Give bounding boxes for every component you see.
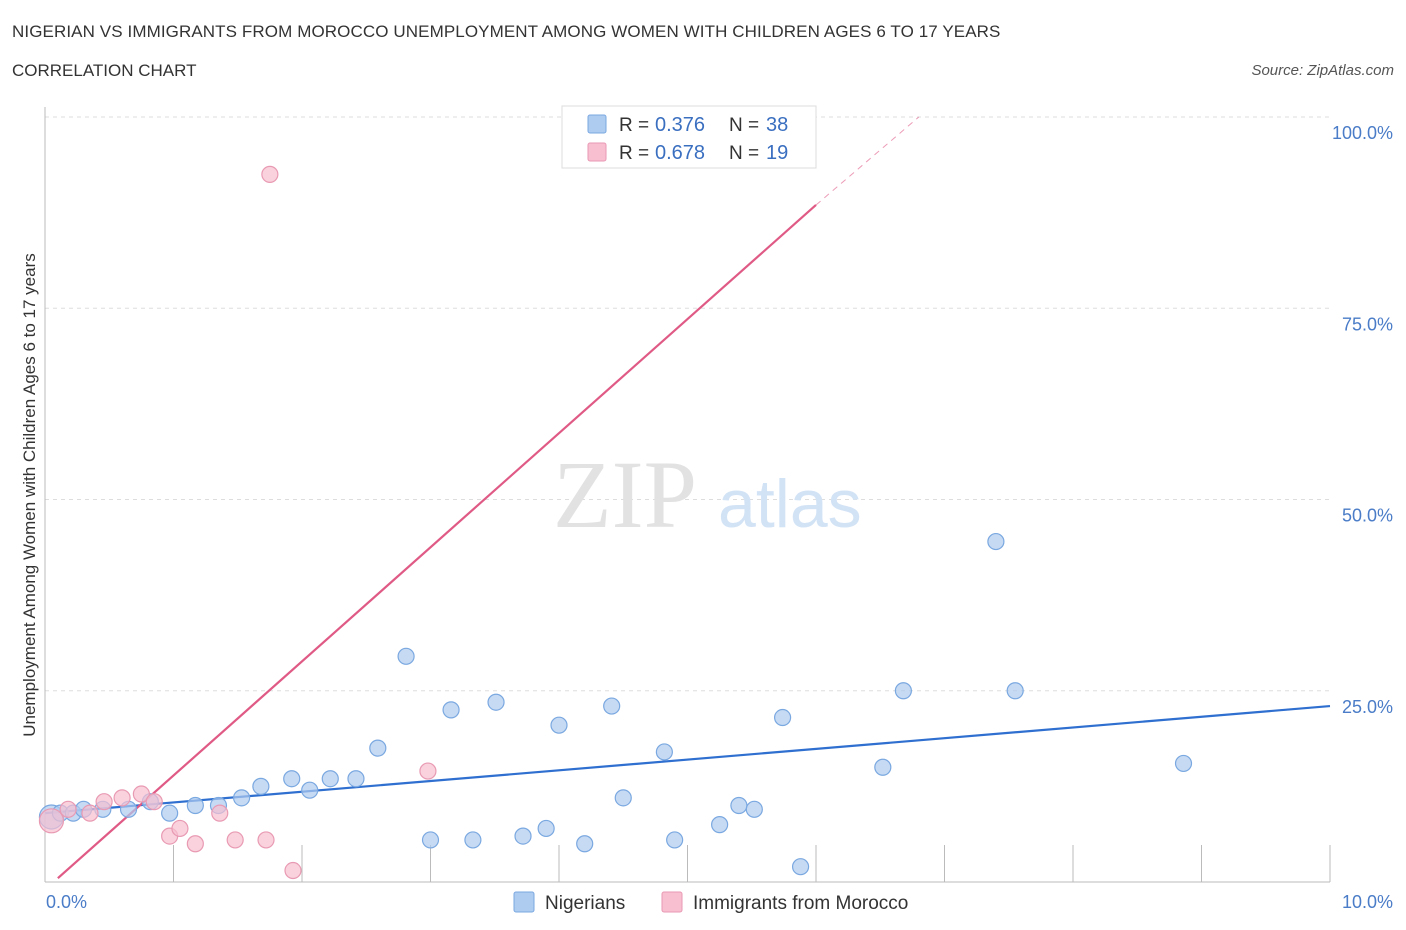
data-point bbox=[301, 781, 319, 799]
y-tick-label: 25.0% bbox=[1342, 697, 1393, 717]
data-point bbox=[252, 777, 270, 795]
data-point bbox=[773, 708, 792, 727]
data-point bbox=[576, 835, 594, 853]
data-point bbox=[487, 693, 505, 711]
legend-r-label: R = bbox=[619, 115, 649, 136]
data-point bbox=[1006, 682, 1024, 700]
data-point bbox=[614, 789, 632, 807]
x-tick-label: 10.0% bbox=[1342, 892, 1393, 912]
data-point bbox=[874, 758, 892, 776]
data-point bbox=[442, 701, 460, 719]
y-tick-label: 100.0% bbox=[1332, 123, 1393, 143]
trend-lines bbox=[44, 116, 1331, 879]
chart-title: NIGERIAN VS IMMIGRANTS FROM MOROCCO UNEM… bbox=[12, 22, 1001, 41]
data-points bbox=[38, 108, 1193, 880]
legend-n-value: 38 bbox=[766, 114, 788, 136]
data-point bbox=[514, 827, 532, 845]
trend-line bbox=[44, 704, 1331, 815]
grid-lines bbox=[45, 116, 1330, 692]
data-point bbox=[186, 796, 204, 815]
series-legend-swatch bbox=[661, 891, 683, 913]
data-point bbox=[95, 793, 113, 811]
data-point bbox=[550, 716, 568, 734]
data-point bbox=[894, 682, 912, 700]
data-point bbox=[211, 804, 229, 822]
legend-r-value: 0.678 bbox=[655, 142, 705, 164]
data-point bbox=[161, 804, 179, 822]
data-point bbox=[987, 532, 1005, 551]
data-point bbox=[321, 770, 339, 788]
watermark-zip: ZIP bbox=[553, 441, 697, 548]
series-legend-swatch bbox=[513, 891, 535, 913]
legend-n-value: 19 bbox=[766, 142, 788, 164]
data-point bbox=[791, 858, 810, 876]
data-point bbox=[145, 793, 163, 811]
legend-n-label: N = bbox=[729, 143, 759, 164]
x-tick-label: 0.0% bbox=[46, 892, 87, 912]
data-point bbox=[397, 647, 415, 665]
chart-subtitle: CORRELATION CHART bbox=[12, 61, 197, 80]
legend-swatch bbox=[587, 142, 607, 162]
data-point bbox=[1174, 754, 1193, 773]
axes bbox=[44, 107, 1331, 883]
series-legend-label: Immigrants from Morocco bbox=[693, 893, 908, 914]
legend-r-label: R = bbox=[619, 143, 649, 164]
data-point bbox=[257, 831, 275, 849]
y-tick-label: 75.0% bbox=[1342, 314, 1393, 334]
data-point bbox=[655, 743, 673, 761]
data-point bbox=[284, 861, 302, 880]
data-point bbox=[369, 739, 387, 757]
data-point bbox=[419, 762, 437, 780]
data-point bbox=[711, 816, 729, 834]
data-point bbox=[603, 697, 621, 715]
y-axis-label: Unemployment Among Women with Children A… bbox=[20, 253, 39, 737]
data-point bbox=[226, 831, 244, 849]
data-point bbox=[113, 789, 131, 807]
data-point bbox=[464, 831, 482, 849]
data-point bbox=[132, 785, 150, 803]
series-legend: Nigerians Immigrants from Morocco bbox=[513, 891, 908, 914]
data-point bbox=[38, 808, 65, 834]
correlation-legend: R = 0.376 N = 38 R = 0.678 N = 19 bbox=[561, 105, 817, 169]
data-point bbox=[283, 770, 301, 788]
data-point bbox=[233, 789, 251, 807]
legend-n-label: N = bbox=[729, 115, 759, 136]
data-point bbox=[59, 800, 77, 818]
y-tick-label: 50.0% bbox=[1342, 506, 1393, 526]
trend-line-extension bbox=[815, 116, 920, 206]
data-point bbox=[421, 831, 440, 849]
data-point bbox=[666, 831, 684, 849]
watermark-atlas: atlas bbox=[718, 466, 862, 542]
legend-r-value: 0.376 bbox=[655, 114, 705, 136]
data-point bbox=[261, 165, 279, 183]
trend-line bbox=[57, 204, 817, 879]
data-point bbox=[347, 770, 365, 788]
data-point bbox=[537, 819, 555, 838]
tick-labels: 25.0% 50.0% 75.0% 100.0% 0.0% 10.0% bbox=[46, 123, 1393, 912]
data-point bbox=[186, 835, 204, 853]
data-point bbox=[81, 804, 99, 822]
data-point bbox=[730, 796, 748, 815]
data-point bbox=[745, 800, 763, 818]
legend-swatch bbox=[587, 114, 607, 134]
data-point bbox=[171, 819, 189, 838]
source-credit: Source: ZipAtlas.com bbox=[1251, 62, 1394, 79]
watermark: ZIP atlas bbox=[553, 441, 862, 548]
series-legend-label: Nigerians bbox=[545, 893, 625, 914]
